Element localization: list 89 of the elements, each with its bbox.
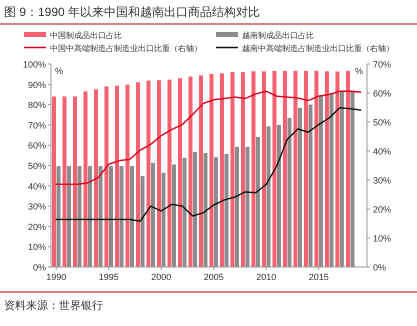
bar	[156, 80, 161, 267]
y2-tick-label: 20%	[373, 204, 392, 214]
chart-title: 图 9：1990 年以来中国和越南出口商品结构对比	[4, 5, 260, 19]
bar	[150, 162, 155, 267]
bar	[234, 146, 239, 267]
x-tick-label: 2005	[204, 272, 224, 282]
bar	[67, 166, 71, 267]
y2-tick-label: 0%	[373, 262, 386, 272]
bar	[192, 152, 197, 267]
bar	[224, 154, 228, 267]
y-tick-label: 30%	[28, 202, 46, 212]
bar	[104, 86, 108, 267]
bar	[88, 166, 92, 267]
y2-tick-label: 50%	[373, 118, 392, 128]
bar	[220, 73, 224, 267]
bar	[251, 71, 256, 267]
bar	[230, 72, 234, 267]
y2-tick-label: 30%	[373, 176, 392, 186]
x-tick-label: 2010	[256, 272, 276, 282]
y-tick-label: 60%	[28, 140, 46, 151]
bar	[266, 126, 270, 267]
bar	[56, 166, 60, 267]
line-series	[56, 90, 362, 186]
bar	[324, 71, 329, 267]
bar	[109, 166, 113, 267]
x-tick-label: 1990	[46, 272, 66, 282]
bar	[72, 96, 77, 267]
bar	[172, 164, 176, 267]
bar	[188, 76, 192, 267]
bar	[276, 124, 281, 267]
bar	[240, 72, 245, 267]
bar	[318, 95, 323, 267]
x-tick-label: 1995	[98, 272, 119, 282]
y2-tick-label: 40%	[373, 146, 392, 156]
bar	[136, 82, 140, 267]
bar	[125, 84, 130, 267]
bar	[304, 70, 308, 267]
bar	[178, 78, 182, 267]
x-tick-label: 2000	[151, 272, 172, 282]
bar	[78, 166, 82, 267]
bar	[182, 158, 186, 267]
y-axis-title: %	[55, 66, 64, 76]
bar	[140, 176, 144, 267]
y2-tick-label: 70%	[373, 60, 392, 70]
bar	[308, 104, 312, 267]
line-series	[56, 107, 362, 222]
bar	[287, 118, 292, 267]
bar	[203, 152, 208, 267]
bar	[130, 166, 134, 267]
bar	[282, 70, 287, 267]
bar	[350, 90, 354, 267]
bar	[346, 70, 350, 267]
bar	[161, 172, 166, 267]
y2-tick-label: 10%	[373, 234, 392, 244]
bar	[114, 86, 119, 267]
bar	[256, 136, 260, 267]
bar	[94, 89, 98, 267]
bar	[314, 70, 318, 267]
y-tick-label: 40%	[28, 181, 46, 192]
y-tick-label: 10%	[28, 242, 46, 252]
bar	[293, 70, 298, 267]
text: 资料来源：世界银行	[4, 299, 103, 312]
bar	[298, 108, 302, 267]
bar	[52, 96, 56, 267]
bar	[198, 75, 203, 267]
y-tick-label: 80%	[28, 100, 46, 110]
bar	[340, 92, 344, 267]
y2-axis-title: %	[354, 66, 363, 76]
bar	[62, 96, 66, 267]
bar	[209, 74, 214, 267]
bar	[214, 157, 218, 267]
y-tick-label: 90%	[28, 80, 46, 90]
x-tick-label: 2015	[308, 272, 329, 282]
bar	[83, 91, 88, 267]
y2-tick-label: 60%	[373, 88, 392, 98]
bar	[98, 166, 102, 267]
y-tick-label: 100%	[22, 60, 46, 70]
bar	[272, 70, 276, 267]
bar	[329, 93, 334, 267]
bar	[262, 71, 266, 267]
y-tick-label: 0%	[32, 262, 46, 272]
y-tick-label: 50%	[28, 161, 46, 171]
bar	[146, 80, 150, 267]
bar	[167, 80, 172, 267]
bar	[245, 146, 250, 267]
bar	[120, 166, 124, 267]
y-tick-label: 20%	[28, 222, 46, 232]
y-tick-label: 70%	[28, 120, 46, 130]
bar	[335, 72, 340, 267]
